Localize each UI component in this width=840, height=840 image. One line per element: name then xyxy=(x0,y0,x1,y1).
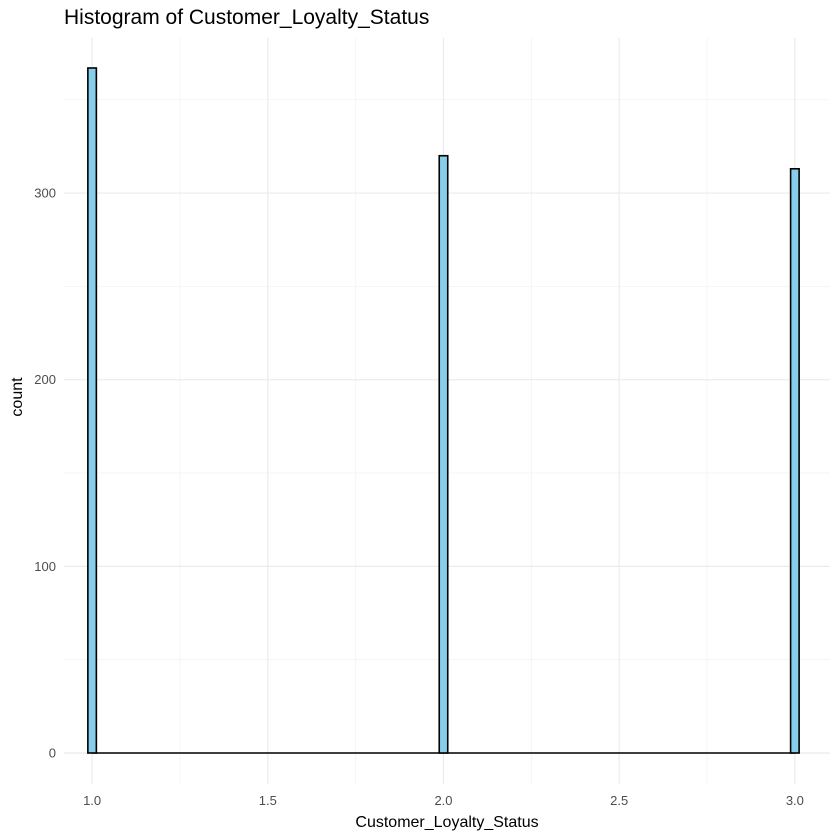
x-axis-title: Customer_Loyalty_Status xyxy=(355,814,538,831)
x-tick-label: 1.0 xyxy=(83,793,101,808)
bars-layer xyxy=(87,67,800,754)
x-tick-label: 2.0 xyxy=(434,793,452,808)
y-tick-label: 200 xyxy=(34,372,56,387)
y-tick-label: 0 xyxy=(49,746,56,761)
histogram-bar xyxy=(87,67,98,754)
y-tick-label: 300 xyxy=(34,186,56,201)
histogram-bar xyxy=(438,154,449,754)
y-axis-title: count xyxy=(9,377,26,417)
histogram-bar xyxy=(789,167,800,754)
chart-title: Histogram of Customer_Loyalty_Status xyxy=(64,6,429,29)
x-tick-label: 2.5 xyxy=(610,793,628,808)
x-tick-label: 1.5 xyxy=(259,793,277,808)
y-axis-tick-labels: 0 100 200 300 xyxy=(34,186,56,761)
y-tick-label: 100 xyxy=(34,559,56,574)
x-axis-tick-labels: 1.0 1.5 2.0 2.5 3.0 xyxy=(83,793,804,808)
x-tick-label: 3.0 xyxy=(786,793,804,808)
